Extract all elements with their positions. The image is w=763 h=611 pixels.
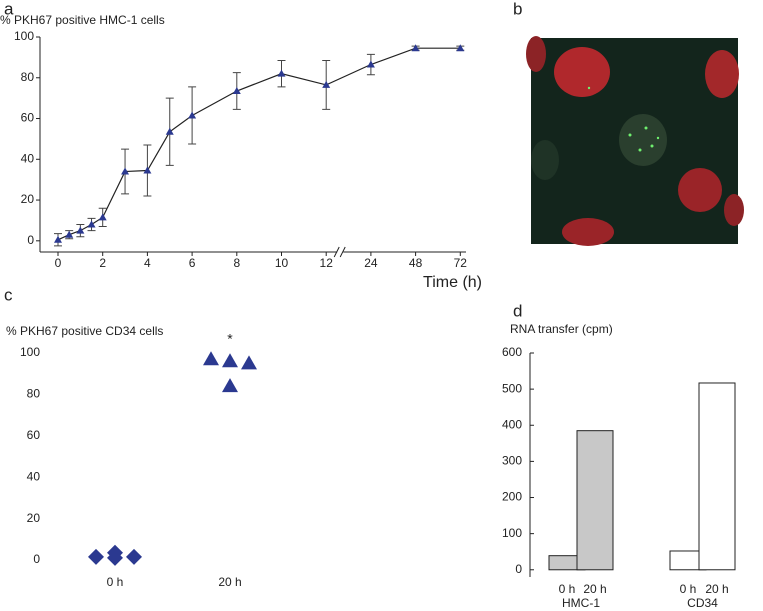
micrograph [526,36,744,246]
point [76,226,85,234]
x-tick-label: 0 [55,256,62,270]
series-line [57,47,461,241]
x-tick-label: 24 [364,256,378,270]
x-tick-label: 10 [275,256,289,270]
point [165,127,174,135]
point [203,351,219,366]
y-tick-label: 40 [21,151,35,165]
point [65,230,74,238]
y-tick-label: 0 [27,233,34,247]
y-tick-label: 200 [502,490,522,504]
y-tick-label: 300 [502,454,522,468]
y-tick-label: 600 [502,345,522,359]
x-tick-label: 20 h [218,575,241,589]
point [126,548,142,565]
point [222,353,238,368]
y-tick-label: 80 [21,70,35,84]
point [121,167,130,175]
group-label: CD34 [687,596,718,610]
x-tick-label: 20 h [583,582,606,596]
point [188,111,197,119]
point [107,549,123,566]
x-tick-label: 12 [320,256,334,270]
y-tick-label: 60 [27,428,41,442]
x-tick-label: 6 [189,256,196,270]
x-tick-label: 4 [144,256,151,270]
point [322,80,331,88]
point [222,378,238,393]
point [241,355,257,370]
bar [698,382,736,571]
x-tick-label: 0 h [559,582,576,596]
point [143,166,152,174]
panel-label: c [4,285,13,304]
y-tick-label: 100 [20,345,40,359]
axis-break [333,246,340,258]
y-tick-label: 400 [502,417,522,431]
x-tick-label: 20 h [705,582,728,596]
point [54,235,62,243]
annotation: * [227,331,233,347]
y-axis-title: RNA transfer (cpm) [510,322,613,336]
point [277,69,286,77]
y-tick-label: 60 [21,111,35,125]
panel-label: a [4,0,14,18]
y-axis-title: % PKH67 positive HMC-1 cells [0,13,165,27]
x-tick-label: 72 [454,256,468,270]
y-tick-label: 0 [33,552,40,566]
x-tick-label: 0 h [107,575,124,589]
y-tick-label: 20 [27,511,41,525]
panel-label: d [513,301,522,320]
point [366,60,375,68]
y-tick-label: 80 [27,387,41,401]
bar [576,430,614,571]
x-axis-title: Time (h) [423,274,482,291]
x-tick-label: 8 [233,256,240,270]
x-tick-label: 0 h [680,582,697,596]
y-axis-title: % PKH67 positive CD34 cells [6,324,163,338]
group-label: HMC-1 [562,596,600,610]
y-tick-label: 100 [14,29,34,43]
panel-label: b [513,0,522,18]
y-tick-label: 20 [21,192,35,206]
y-tick-label: 500 [502,381,522,395]
point [88,548,104,565]
point [87,220,96,228]
axis-break [339,246,346,258]
point [232,87,241,95]
x-tick-label: 2 [99,256,106,270]
x-tick-label: 48 [409,256,423,270]
y-tick-label: 100 [502,526,522,540]
point [98,213,107,221]
point [456,44,465,52]
point [411,44,420,52]
y-tick-label: 40 [27,469,41,483]
y-tick-label: 0 [515,562,522,576]
